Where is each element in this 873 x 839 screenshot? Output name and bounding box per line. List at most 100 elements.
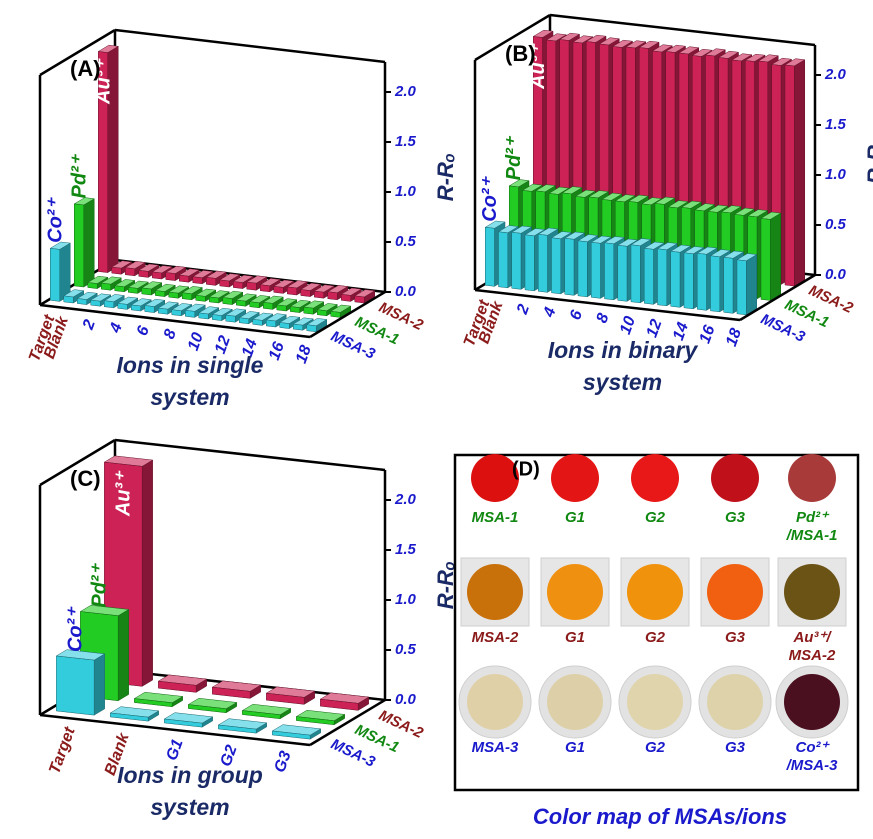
panel-label: (C) bbox=[70, 466, 101, 491]
x-tick-label: 8 bbox=[161, 327, 180, 341]
bar-group bbox=[784, 58, 806, 287]
x-tick-label: 8 bbox=[594, 311, 613, 325]
bar bbox=[330, 311, 341, 318]
bar-group bbox=[279, 315, 301, 330]
bar-group bbox=[222, 290, 244, 306]
bar bbox=[179, 274, 189, 283]
bar bbox=[225, 314, 236, 323]
bar-group bbox=[235, 293, 257, 307]
bar bbox=[104, 300, 114, 309]
bar bbox=[290, 306, 300, 313]
bar bbox=[192, 276, 203, 285]
y-tick-label: 1.0 bbox=[395, 183, 417, 200]
y-tick-label: 0.0 bbox=[825, 266, 847, 283]
y-tick-label: 0.5 bbox=[395, 233, 417, 250]
x-tick-label: G2 bbox=[217, 743, 240, 769]
sample-label: MSA-2 bbox=[472, 629, 519, 646]
frame-line bbox=[114, 438, 386, 472]
bar bbox=[683, 252, 694, 310]
bar bbox=[165, 272, 176, 281]
bar-side bbox=[794, 59, 806, 287]
bar-group bbox=[327, 285, 349, 301]
sample-label: G1 bbox=[565, 509, 585, 526]
x-axis-label: Ions in binary bbox=[548, 337, 699, 363]
bar-side bbox=[93, 653, 105, 716]
sample bbox=[551, 454, 599, 502]
bar bbox=[219, 279, 230, 288]
x-tick-label: 6 bbox=[567, 308, 586, 322]
sample bbox=[707, 674, 763, 730]
bar bbox=[209, 296, 219, 304]
sample bbox=[711, 454, 759, 502]
sample bbox=[627, 564, 683, 620]
ion-annotation: Co²⁺ bbox=[44, 197, 66, 243]
bar bbox=[158, 307, 168, 315]
bar bbox=[222, 297, 233, 305]
y-tick-label: 1.5 bbox=[395, 541, 417, 558]
x-tick-label: 2 bbox=[80, 318, 99, 333]
bar bbox=[590, 241, 601, 299]
bar-group bbox=[295, 709, 346, 726]
bar bbox=[263, 302, 273, 310]
sample-label: Au³⁺/ bbox=[792, 629, 832, 646]
sample-label: /MSA-1 bbox=[786, 527, 838, 544]
frame-line bbox=[309, 290, 386, 339]
bar bbox=[63, 295, 74, 304]
bar bbox=[643, 247, 654, 305]
y-axis-label: R-Rₒ bbox=[863, 136, 873, 185]
frame-line bbox=[739, 273, 816, 322]
sample bbox=[784, 674, 840, 730]
bar-group bbox=[205, 270, 227, 286]
bar-group bbox=[171, 303, 193, 317]
x-tick-label: 10 bbox=[617, 314, 639, 337]
bar-group bbox=[157, 674, 208, 693]
bar bbox=[128, 287, 138, 294]
x-tick-label: 18 bbox=[293, 343, 315, 366]
bar bbox=[101, 282, 111, 291]
bar-group bbox=[157, 301, 179, 315]
bar bbox=[327, 291, 338, 301]
x-tick-label: 4 bbox=[107, 321, 126, 336]
bar bbox=[233, 281, 243, 289]
bar-group bbox=[232, 274, 254, 290]
bar bbox=[266, 319, 276, 328]
x-tick-label: 4 bbox=[540, 305, 559, 320]
bar-group bbox=[238, 311, 260, 325]
bar bbox=[670, 250, 681, 308]
bar bbox=[236, 299, 246, 307]
bar-group bbox=[208, 290, 230, 304]
sample-label: G3 bbox=[725, 509, 746, 526]
bar bbox=[303, 306, 314, 315]
ion-annotation: Pd²⁺ bbox=[68, 153, 90, 198]
bar bbox=[273, 286, 284, 294]
bar-group bbox=[114, 279, 136, 293]
frame-line bbox=[39, 713, 311, 747]
frame-line bbox=[309, 698, 386, 747]
bar-side bbox=[770, 212, 782, 301]
sample bbox=[707, 564, 763, 620]
bar bbox=[252, 319, 263, 326]
bar-group bbox=[63, 289, 85, 304]
y-tick-label: 2.0 bbox=[394, 491, 417, 508]
y-tick-label: 1.0 bbox=[395, 591, 417, 608]
bar bbox=[306, 324, 317, 333]
x-tick-label: Target bbox=[46, 724, 79, 776]
bar bbox=[131, 304, 141, 312]
panel-label: (D) bbox=[512, 458, 540, 480]
bar bbox=[50, 248, 60, 302]
bar-group bbox=[73, 197, 95, 288]
bar bbox=[77, 298, 87, 305]
x-tick-label: 16 bbox=[697, 323, 719, 346]
x-tick-label: 16 bbox=[266, 340, 288, 363]
x-tick-label: 6 bbox=[134, 324, 153, 338]
bar bbox=[152, 271, 162, 280]
bar bbox=[246, 281, 257, 291]
sample-label: G1 bbox=[565, 629, 585, 646]
bar bbox=[314, 290, 324, 299]
bar-group bbox=[141, 281, 163, 296]
bar bbox=[98, 51, 108, 273]
bar bbox=[110, 712, 149, 722]
bar bbox=[279, 322, 290, 329]
bar bbox=[212, 686, 251, 699]
bar bbox=[182, 292, 192, 301]
